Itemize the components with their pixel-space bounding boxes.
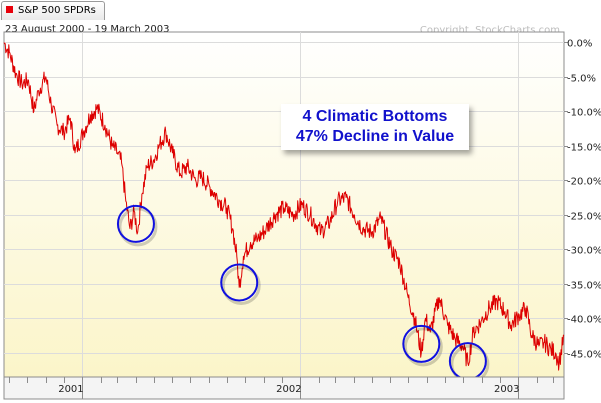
plot-background	[3, 31, 565, 378]
x-tick-label: 2001	[58, 384, 83, 395]
x-axis-strip	[3, 376, 565, 400]
y-tick-label: -5.0%	[567, 74, 596, 85]
legend-label: S&P 500 SPDRs	[18, 5, 96, 16]
bottom-circles	[116, 204, 490, 384]
bottom-circle	[116, 204, 155, 243]
y-tick-label: -10.0%	[567, 108, 601, 119]
y-tick-label: -15.0%	[567, 143, 601, 154]
bottom-circle-shadow	[118, 207, 158, 247]
copyright-label: Copyright, StockCharts.com	[419, 25, 560, 36]
legend-swatch	[6, 6, 13, 13]
y-tick-label: -35.0%	[567, 281, 601, 292]
y-tick-label: -45.0%	[567, 350, 601, 361]
y-tick-label: -40.0%	[567, 315, 601, 326]
price-line	[3, 42, 565, 371]
y-tick-label: -25.0%	[567, 212, 601, 223]
bottom-circle-shadow	[221, 265, 261, 305]
x-tick-label: 2002	[276, 384, 301, 395]
plot-area	[3, 31, 565, 378]
annotation-box: 4 Climatic Bottoms 47% Decline in Value	[281, 104, 469, 150]
price-line-layer	[3, 42, 565, 371]
annotation-line-1: 4 Climatic Bottoms	[302, 108, 448, 125]
y-tick-label: -30.0%	[567, 246, 601, 257]
annotation-line-2: 47% Decline in Value	[295, 128, 455, 145]
y-tick-label: -20.0%	[567, 177, 601, 188]
y-tick-label: 0.0%	[567, 39, 592, 50]
legend-tab[interactable]: S&P 500 SPDRs	[1, 1, 105, 20]
axes: 0.0% -5.0% -10.0% -15.0% -20.0% -25.0% -30.0% -…	[3, 39, 601, 400]
bottom-circle	[402, 324, 441, 363]
legend-bar: S&P 500 SPDRs	[0, 0, 601, 21]
bottom-circle	[220, 263, 259, 302]
x-tick-label: 2003	[494, 384, 519, 395]
bottom-circle-shadow	[403, 327, 443, 367]
date-range-label: 23 August 2000 - 19 March 2003	[5, 24, 170, 35]
